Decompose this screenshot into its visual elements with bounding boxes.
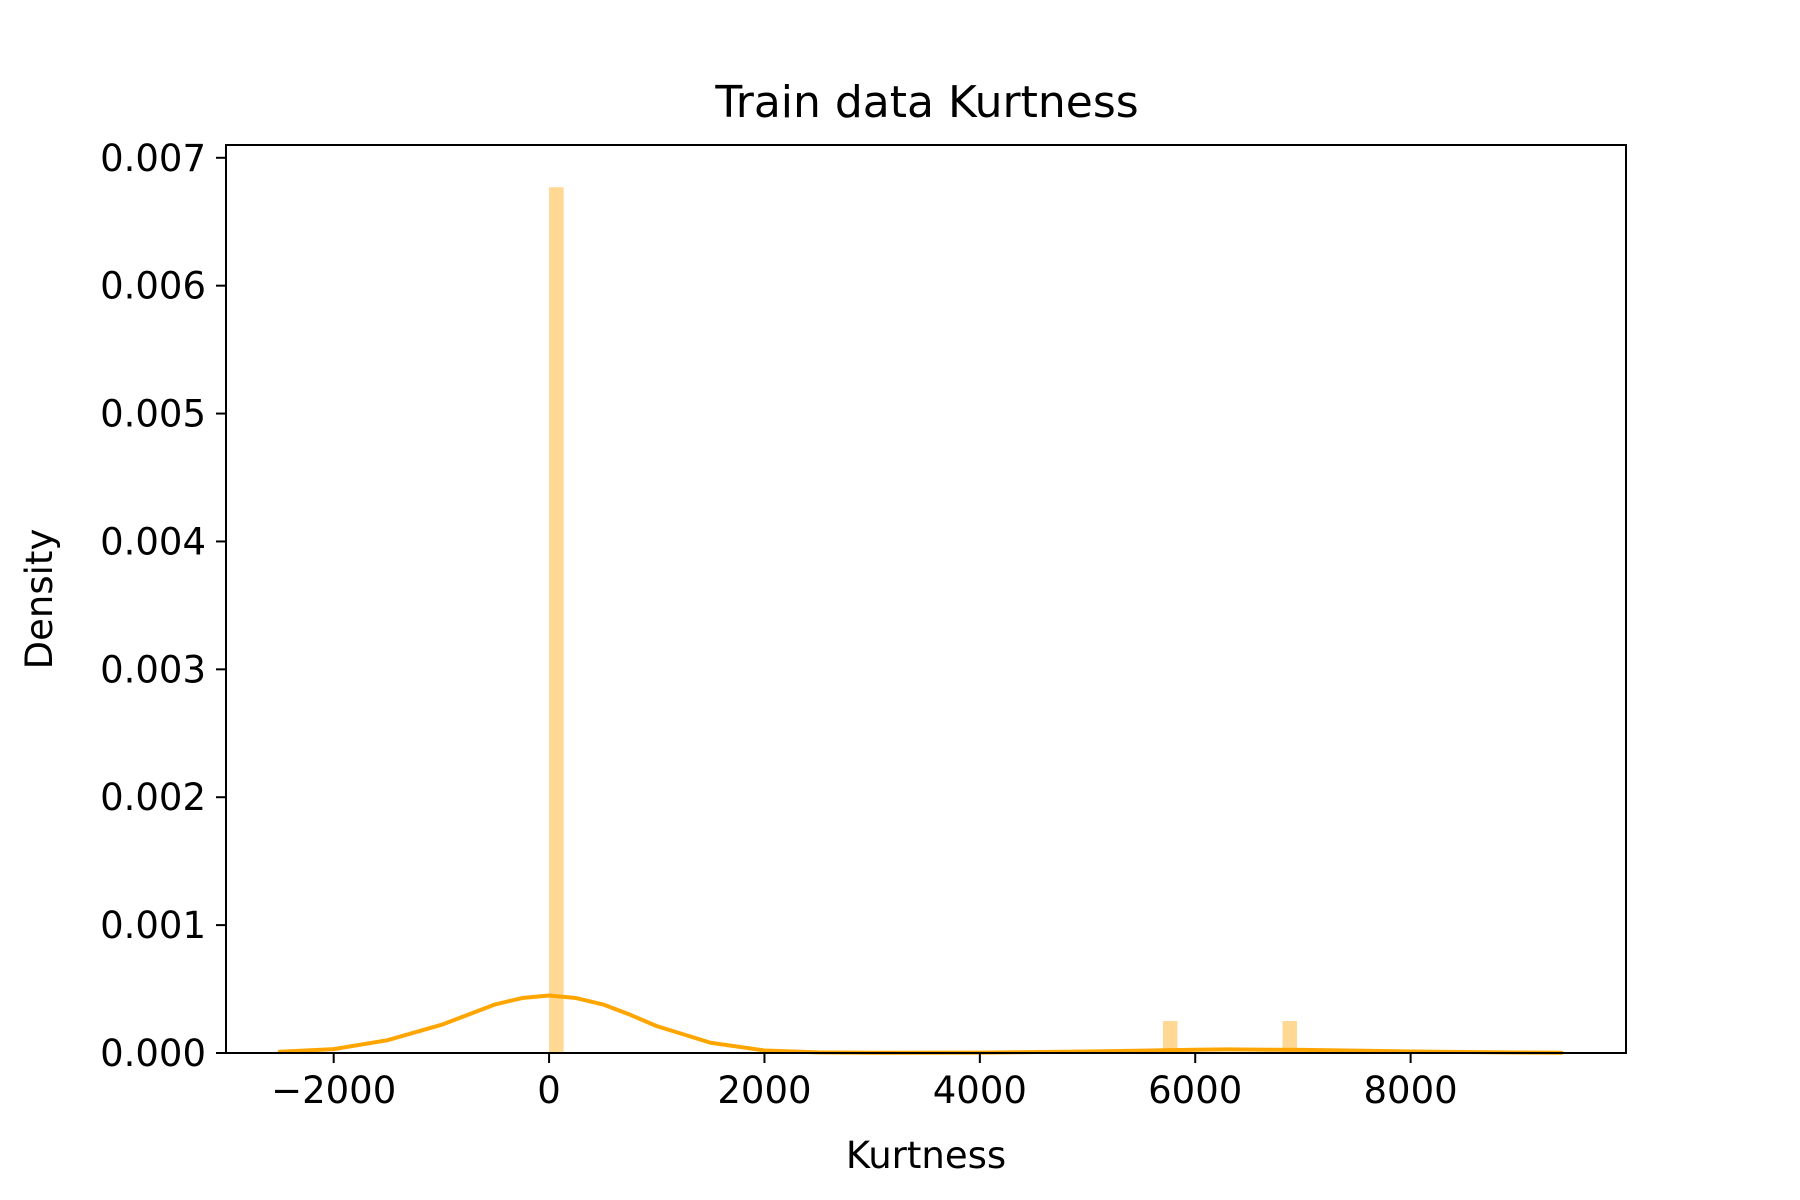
y-tick-label: 0.004: [100, 520, 206, 563]
histogram-bar-0: [549, 187, 564, 1053]
histogram-bar-1: [1162, 1021, 1178, 1053]
y-axis: 0.000 0.001 0.002 0.003 0.004 0.005 0.006 0.007: [100, 137, 226, 1075]
y-tick-label: 0.003: [100, 648, 206, 691]
x-tick-label: 4000: [933, 1069, 1027, 1112]
x-tick-label: 8000: [1364, 1069, 1458, 1112]
y-tick-label: 0.001: [100, 904, 206, 947]
kde-line: [277, 993, 1564, 1055]
histogram-bars: [549, 187, 1297, 1053]
plot-frame: [225, 144, 1627, 1054]
kde-curve: [277, 993, 1564, 1055]
y-tick-label: 0.000: [100, 1032, 206, 1075]
y-tick-label: 0.006: [100, 265, 206, 308]
x-axis: −2000 0 2000 4000 6000 8000: [271, 1053, 1458, 1112]
y-tick-label: 0.005: [100, 393, 206, 436]
x-tick-label: 6000: [1148, 1069, 1242, 1112]
y-tick-label: 0.007: [100, 137, 206, 180]
x-tick-label: −2000: [271, 1069, 396, 1112]
histogram-bar-2: [1282, 1021, 1297, 1053]
x-tick-label: 0: [537, 1069, 561, 1112]
y-tick-label: 0.002: [100, 776, 206, 819]
x-axis-label: Kurtness: [846, 1134, 1006, 1177]
y-axis-label: Density: [18, 529, 61, 670]
chart-title: Train data Kurtness: [714, 77, 1138, 128]
x-tick-label: 2000: [717, 1069, 811, 1112]
